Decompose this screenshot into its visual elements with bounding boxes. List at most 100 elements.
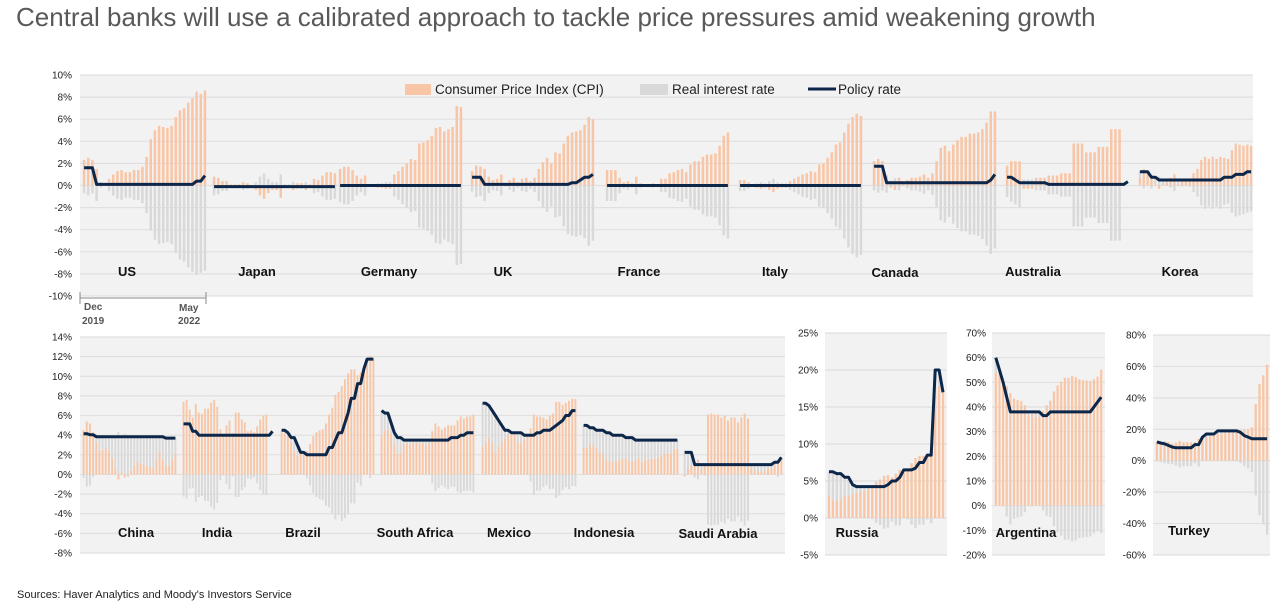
real-rate-bar [548, 474, 551, 490]
real-rate-bar [914, 518, 917, 528]
cpi-bar [253, 432, 255, 475]
cpi-bar [1211, 156, 1214, 186]
cpi-bar [158, 451, 161, 475]
cpi-bar [618, 460, 621, 475]
cpi-bar [673, 448, 676, 475]
cpi-bar [818, 164, 821, 186]
real-rate-bar [1215, 185, 1218, 207]
cpi-bar [225, 425, 228, 475]
legend-policy-label: Policy rate [838, 82, 901, 97]
cpi-bar [1155, 442, 1159, 461]
real-rate-bar [111, 436, 114, 458]
y-tick-label: -8% [54, 269, 72, 280]
real-rate-bar [1180, 185, 1184, 187]
real-rate-bar [1014, 185, 1017, 205]
cpi-bar [956, 140, 959, 186]
real-rate-bar [459, 185, 463, 264]
cpi-bar [1201, 437, 1204, 461]
real-rate-bar [624, 437, 627, 458]
cpi-bar [960, 136, 963, 186]
cpi-bar [300, 183, 303, 186]
real-rate-bar [644, 440, 647, 460]
cpi-bar [894, 473, 898, 518]
cpi-bar [1189, 442, 1193, 461]
cpi-bar [1020, 401, 1023, 506]
y-tick-label: -5% [800, 551, 818, 562]
real-rate-bar [894, 518, 898, 526]
real-rate-bar [267, 178, 270, 186]
cpi-bar [740, 417, 743, 475]
real-rate-bar [1009, 505, 1012, 525]
real-rate-bar [225, 185, 228, 192]
real-rate-bar [826, 185, 829, 214]
real-rate-bar [626, 185, 630, 190]
cpi-bar [237, 184, 241, 186]
cpi-bar [1074, 377, 1077, 506]
real-rate-bar [564, 474, 567, 488]
cpi-bar [657, 457, 659, 475]
country-series-canada: Canada [872, 111, 997, 280]
real-rate-bar [1170, 460, 1174, 465]
real-rate-bar [777, 474, 779, 477]
real-rate-bar [747, 474, 749, 521]
real-rate-bar [88, 474, 91, 486]
country-label: Australia [1005, 264, 1061, 279]
cpi-bar [801, 174, 804, 186]
cpi-bar [605, 459, 608, 475]
real-rate-bar [835, 473, 839, 501]
cpi-bar [1026, 185, 1030, 189]
real-rate-bar [443, 474, 446, 488]
cpi-bar [178, 110, 182, 186]
real-rate-bar [550, 185, 553, 207]
real-rate-bar [1207, 185, 1211, 207]
cpi-bar [321, 429, 324, 475]
real-rate-bar [554, 185, 557, 218]
cpi-bar [566, 135, 570, 186]
cpi-bar [1167, 442, 1170, 461]
real-rate-bar [637, 440, 640, 458]
cpi-bar [516, 442, 519, 475]
y-tick-label: 70% [966, 329, 986, 340]
real-rate-bar [703, 474, 706, 476]
real-rate-bar [305, 474, 308, 479]
cpi-bar [262, 185, 266, 199]
real-rate-bar [994, 357, 997, 373]
real-rate-bar [369, 474, 372, 478]
cpi-bar [717, 414, 719, 475]
real-rate-bar [683, 450, 686, 475]
real-rate-bar [720, 474, 723, 522]
real-rate-bar [1089, 185, 1092, 218]
real-rate-bar [664, 185, 667, 193]
cpi-bar [328, 414, 331, 475]
real-rate-bar [871, 518, 874, 520]
country-label: France [618, 264, 661, 279]
real-rate-bar [855, 185, 858, 258]
cpi-bar [372, 359, 375, 475]
cpi-bar [469, 416, 472, 475]
real-rate-bar [663, 440, 666, 454]
real-rate-bar [640, 440, 643, 462]
real-rate-bar [85, 474, 88, 487]
cpi-bar [813, 172, 817, 186]
real-rate-bar [542, 474, 545, 488]
cpi-bar [1197, 438, 1200, 461]
real-rate-bar [1200, 185, 1203, 206]
cpi-bar [111, 457, 114, 475]
cpi-bar [1001, 381, 1005, 506]
cpi-bar [1142, 168, 1145, 186]
real-rate-bar [237, 474, 240, 498]
real-rate-bar [488, 405, 490, 439]
real-rate-bar [705, 185, 709, 217]
cpi-bar [362, 371, 365, 475]
y-tick-label: 10% [52, 71, 72, 82]
real-rate-bar [155, 436, 158, 460]
cpi-bar [280, 432, 283, 475]
country-label: Germany [361, 264, 418, 279]
real-rate-bar [153, 185, 157, 240]
country-series-china: China [82, 421, 177, 540]
real-rate-bar [1138, 171, 1142, 178]
cpi-bar [413, 160, 417, 186]
cpi-bar [763, 470, 766, 475]
cpi-bar [726, 132, 730, 186]
cpi-bar [418, 444, 421, 475]
